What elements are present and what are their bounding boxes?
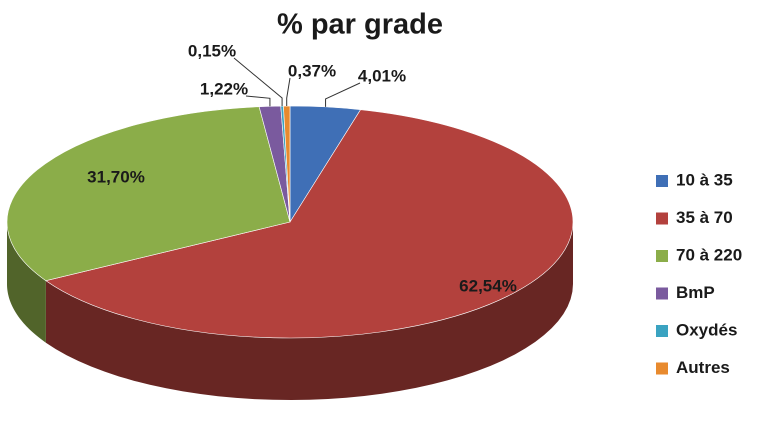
legend-label: Autres bbox=[676, 358, 730, 377]
legend-swatch bbox=[656, 175, 668, 187]
legend-swatch bbox=[656, 212, 668, 225]
chart-title: % par grade bbox=[277, 9, 443, 41]
legend-swatch bbox=[656, 325, 668, 337]
legend-label: 35 à 70 bbox=[676, 208, 733, 227]
leader-line bbox=[245, 95, 271, 107]
data-label: 0,37% bbox=[288, 61, 336, 80]
data-label: 0,15% bbox=[188, 41, 236, 60]
legend-label: 10 à 35 bbox=[676, 170, 733, 189]
pie-tops bbox=[6, 105, 574, 339]
leader-line bbox=[233, 57, 283, 107]
pie-slice bbox=[45, 109, 574, 339]
data-labels: 4,01% 62,54% 31,70% 1,22% 0,15% 0,37% bbox=[87, 41, 517, 295]
data-label: 62,54% bbox=[459, 276, 517, 295]
legend-swatch bbox=[656, 362, 668, 375]
legend-swatch bbox=[656, 287, 668, 300]
legend-swatch bbox=[656, 250, 668, 262]
data-label: 31,70% bbox=[87, 167, 145, 186]
legend-label: BmP bbox=[676, 283, 715, 302]
pie-side bbox=[45, 222, 573, 400]
legend-label: 70 à 220 bbox=[676, 245, 742, 264]
pie-slice bbox=[6, 106, 291, 282]
data-label: 1,22% bbox=[200, 79, 248, 98]
leader-line bbox=[286, 77, 291, 107]
legend-label: Oxydés bbox=[676, 320, 737, 339]
leader-line bbox=[325, 82, 361, 107]
legend: 10 à 35 35 à 70 70 à 220 BmP Oxydés Autres bbox=[656, 170, 742, 377]
data-label: 4,01% bbox=[358, 66, 406, 85]
